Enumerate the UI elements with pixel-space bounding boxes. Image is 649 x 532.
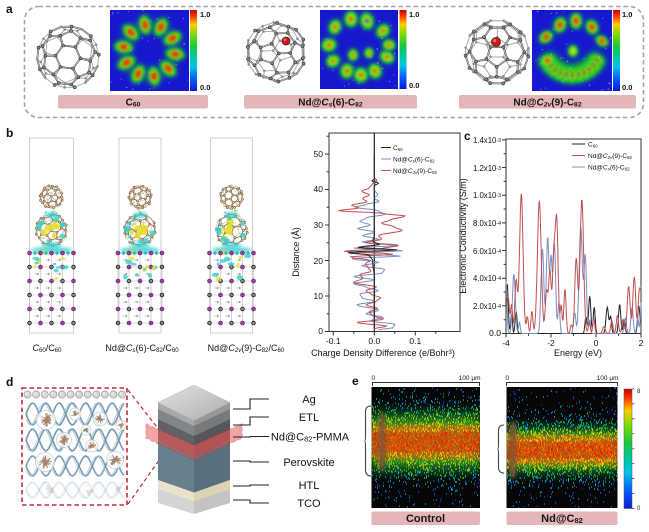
svg-text:Charge Density Difference (e/B: Charge Density Difference (e/Bohr3) (311, 348, 455, 358)
svg-text:50: 50 (314, 149, 324, 159)
svg-text:8: 8 (637, 389, 641, 395)
svg-text:C60: C60 (588, 142, 598, 149)
svg-text:4.0x10-4: 4.0x10-4 (473, 274, 501, 283)
svg-text:0: 0 (637, 506, 641, 512)
svg-text:Nd@Cs(6)-C82: Nd@Cs(6)-C82 (393, 157, 435, 164)
svg-text:0.0: 0.0 (622, 83, 632, 92)
svg-text:1.0: 1.0 (622, 10, 632, 19)
svg-text:-4: -4 (502, 338, 510, 348)
svg-text:Energy (eV): Energy (eV) (554, 348, 602, 358)
svg-text:Nd@Cs(6)-C82: Nd@Cs(6)-C82 (298, 98, 363, 109)
svg-text:40: 40 (314, 184, 324, 194)
svg-text:ETL: ETL (299, 412, 319, 424)
svg-text:30: 30 (314, 220, 324, 230)
svg-text:100 µm: 100 µm (459, 375, 481, 382)
svg-text:Nd@C2v(9)-C82: Nd@C2v(9)-C82 (393, 168, 438, 175)
svg-text:Perovskite: Perovskite (283, 457, 334, 469)
svg-text:-2: -2 (547, 338, 555, 348)
svg-text:0.1: 0.1 (409, 336, 421, 346)
svg-text:0.0: 0.0 (489, 328, 501, 338)
svg-text:0: 0 (318, 326, 323, 336)
svg-text:Nd@C2v(9)-C82: Nd@C2v(9)-C82 (513, 98, 581, 109)
svg-text:a: a (6, 2, 13, 16)
svg-text:d: d (6, 375, 13, 389)
svg-text:20: 20 (314, 256, 324, 266)
svg-text:b: b (6, 126, 13, 140)
svg-text:2.0x10-4: 2.0x10-4 (473, 302, 501, 311)
svg-text:1.4x10-3: 1.4x10-3 (473, 136, 501, 145)
svg-text:0: 0 (506, 375, 510, 382)
svg-text:Nd@C2v(9)-C82/C60: Nd@C2v(9)-C82/C60 (208, 343, 285, 354)
svg-text:100 µm: 100 µm (597, 375, 619, 382)
svg-text:1.2x10-3: 1.2x10-3 (473, 164, 501, 173)
svg-text:C60/C60: C60/C60 (32, 343, 62, 354)
svg-text:0.0: 0.0 (200, 83, 210, 92)
svg-text:HTL: HTL (299, 480, 320, 492)
svg-text:Nd@Cs(6)-C82/C60: Nd@Cs(6)-C82/C60 (105, 343, 179, 354)
svg-text:Nd@C82-PMMA: Nd@C82-PMMA (271, 432, 350, 444)
svg-text:Control: Control (406, 513, 445, 525)
svg-text:Electronic Conductivity (S/m): Electronic Conductivity (S/m) (458, 178, 468, 294)
svg-text:Distance (Å): Distance (Å) (291, 227, 301, 277)
svg-text:1.0: 1.0 (200, 10, 210, 19)
svg-text:Nd@C2v(9)-C82: Nd@C2v(9)-C82 (588, 153, 633, 160)
svg-text:e: e (352, 374, 359, 388)
svg-text:Nd@Cs(6)-C82: Nd@Cs(6)-C82 (588, 165, 630, 172)
svg-text:c: c (464, 129, 471, 143)
svg-text:0.0: 0.0 (368, 336, 380, 346)
svg-text:10: 10 (314, 291, 324, 301)
svg-text:0: 0 (594, 338, 599, 348)
svg-text:2: 2 (639, 338, 644, 348)
svg-text:Ag: Ag (302, 394, 315, 406)
svg-text:C60: C60 (126, 98, 141, 109)
svg-text:-0.1: -0.1 (326, 336, 341, 346)
svg-text:1.0x10-3: 1.0x10-3 (473, 191, 501, 200)
svg-text:8.0x10-4: 8.0x10-4 (473, 219, 501, 228)
svg-text:TCO: TCO (297, 498, 321, 510)
svg-text:0.0: 0.0 (409, 81, 419, 90)
svg-text:1.0: 1.0 (409, 10, 419, 19)
svg-text:0: 0 (372, 375, 376, 382)
svg-text:Nd@C82: Nd@C82 (541, 513, 583, 525)
svg-text:C60: C60 (393, 145, 403, 152)
svg-text:6.0x10-4: 6.0x10-4 (473, 247, 501, 256)
